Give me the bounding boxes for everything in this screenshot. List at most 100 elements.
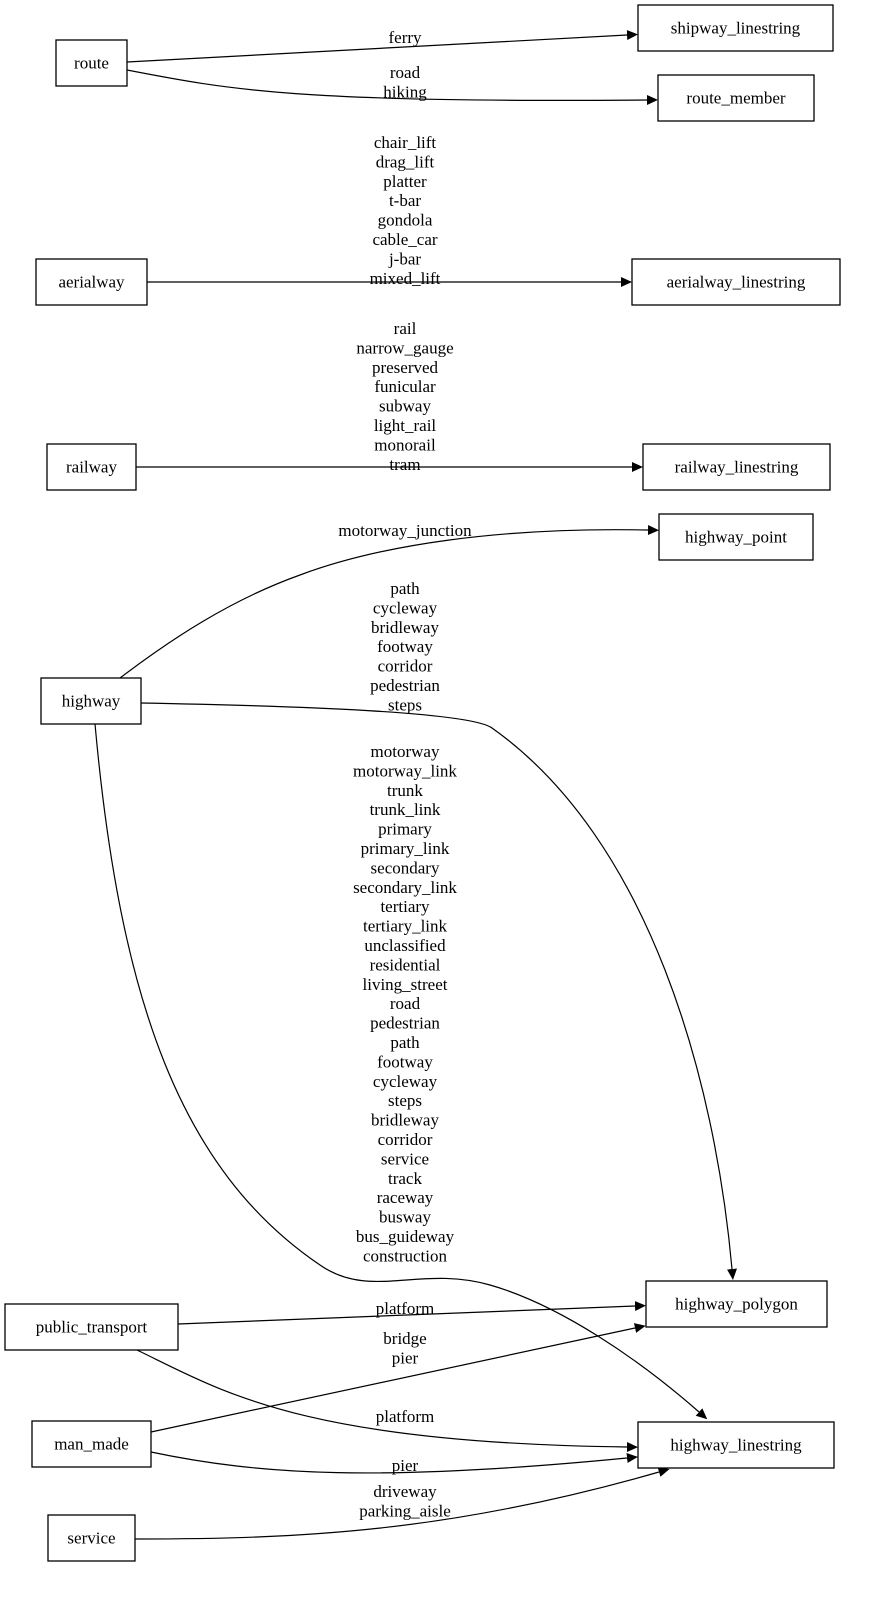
edge-label-line: secondary_link	[353, 878, 457, 897]
edge-label-line: hiking	[383, 82, 427, 101]
edge-highway-point	[119, 525, 659, 679]
edge-man-made-polygon	[150, 1323, 646, 1433]
edge-label-line: road	[390, 63, 421, 82]
node-highway-point: highway_point	[658, 513, 814, 561]
edge-label-line: raceway	[377, 1188, 434, 1207]
edge-label-line: cable_car	[372, 230, 437, 249]
edge-label-line: residential	[370, 955, 441, 974]
edge-label-line: cycleway	[373, 1072, 438, 1091]
svg-text:railway_linestring: railway_linestring	[675, 458, 799, 477]
edge-label-line: parking_aisle	[359, 1501, 451, 1520]
edge-label-line: construction	[363, 1246, 448, 1265]
edge-label-line: ferry	[388, 28, 422, 47]
edge-label-public-transport-to-highway-linestring: platform	[376, 1407, 435, 1426]
edge-label-aerialway-to-aerialway-linestring: chair_liftdrag_liftplattert-bargondolaca…	[370, 133, 441, 288]
svg-text:route_member: route_member	[686, 89, 785, 108]
node-service: service	[47, 1514, 136, 1562]
edge-label-line: primary_link	[361, 839, 450, 858]
svg-text:shipway_linestring: shipway_linestring	[671, 19, 801, 38]
edge-label-line: motorway_junction	[338, 521, 472, 540]
edge-label-line: driveway	[373, 1482, 437, 1501]
svg-text:service: service	[67, 1529, 115, 1548]
node-route: route	[55, 39, 128, 87]
edge-label-line: footway	[377, 1052, 433, 1071]
edge-label-line: motorway	[371, 742, 440, 761]
edge-label-highway-to-highway-linestring: motorwaymotorway_linktrunktrunk_linkprim…	[353, 742, 457, 1265]
svg-text:aerialway: aerialway	[58, 273, 125, 292]
edge-label-line: platform	[376, 1299, 435, 1318]
edge-label-line: bridge	[383, 1329, 426, 1348]
node-man-made: man_made	[31, 1420, 152, 1468]
edge-label-line: tertiary_link	[363, 917, 448, 936]
edge-route-shipway	[126, 30, 638, 63]
edge-label-line: funicular	[374, 377, 436, 396]
edge-label-route-to-shipway-linestring: ferry	[388, 28, 422, 47]
edge-highway-polygon	[140, 702, 737, 1280]
edge-label-line: steps	[388, 695, 422, 714]
edge-label-line: primary	[378, 820, 432, 839]
edge-label-line: bridleway	[371, 1111, 439, 1130]
edge-label-line: chair_lift	[374, 133, 437, 152]
edge-label-line: steps	[388, 1091, 422, 1110]
edge-label-highway-to-highway-point: motorway_junction	[338, 521, 472, 540]
edge-highway-linestring	[94, 723, 708, 1420]
edge-label-line: pedestrian	[370, 676, 440, 695]
svg-text:highway_point: highway_point	[685, 528, 787, 547]
node-highway-polygon: highway_polygon	[645, 1280, 828, 1328]
edge-route-route-member	[126, 69, 658, 105]
edge-label-line: corridor	[378, 1130, 433, 1149]
svg-text:highway_linestring: highway_linestring	[670, 1436, 802, 1455]
edge-label-line: rail	[394, 319, 417, 338]
edge-label-man-made-to-highway-linestring: pier	[392, 1456, 419, 1475]
edge-label-line: cycleway	[373, 598, 438, 617]
edge-label-line: corridor	[378, 657, 433, 676]
edge-label-line: trunk_link	[370, 800, 441, 819]
edge-label-line: service	[381, 1149, 429, 1168]
node-railway: railway	[46, 443, 137, 491]
edge-label-line: light_rail	[374, 416, 437, 435]
svg-text:aerialway_linestring: aerialway_linestring	[667, 273, 806, 292]
edge-label-line: tram	[389, 455, 420, 474]
svg-text:man_made: man_made	[54, 1435, 129, 1454]
edge-label-line: path	[390, 579, 420, 598]
edge-label-public-transport-to-highway-polygon: platform	[376, 1299, 435, 1318]
edge-label-line: subway	[379, 397, 431, 416]
edge-label-line: pedestrian	[370, 1014, 440, 1033]
edge-public-transport-polygon	[177, 1301, 646, 1325]
node-shipway-linestring: shipway_linestring	[637, 4, 834, 52]
edge-label-railway-to-railway-linestring: railnarrow_gaugepreservedfunicularsubway…	[356, 319, 453, 474]
edge-label-line: platter	[383, 172, 427, 191]
node-public-transport: public_transport	[4, 1303, 179, 1351]
edge-label-line: drag_lift	[376, 152, 435, 171]
node-aerialway-linestring: aerialway_linestring	[631, 258, 841, 306]
edge-label-line: bus_guideway	[356, 1227, 455, 1246]
svg-text:highway_polygon: highway_polygon	[675, 1295, 798, 1314]
edge-public-transport-linestring	[136, 1349, 638, 1452]
edge-label-line: preserved	[372, 358, 439, 377]
edge-label-line: living_street	[363, 975, 448, 994]
edge-label-line: t-bar	[389, 191, 421, 210]
edge-label-line: pier	[392, 1348, 419, 1367]
edge-label-line: j-bar	[388, 249, 421, 268]
edge-label-line: monorail	[374, 435, 436, 454]
edge-label-line: tertiary	[380, 897, 430, 916]
svg-text:highway: highway	[62, 692, 121, 711]
node-aerialway: aerialway	[35, 258, 148, 306]
edge-label-line: bridleway	[371, 618, 439, 637]
node-highway: highway	[40, 677, 142, 725]
edge-label-line: secondary	[371, 858, 440, 877]
edge-label-line: track	[388, 1169, 422, 1188]
edge-label-line: unclassified	[364, 936, 446, 955]
edge-label-line: footway	[377, 637, 433, 656]
edge-label-line: platform	[376, 1407, 435, 1426]
edge-label-line: trunk	[387, 781, 423, 800]
edge-label-line: narrow_gauge	[356, 338, 453, 357]
svg-text:railway: railway	[66, 458, 117, 477]
edge-label-line: mixed_lift	[370, 269, 441, 288]
edge-label-line: motorway_link	[353, 761, 457, 780]
edge-label-line: busway	[379, 1208, 431, 1227]
edge-man-made-linestring	[150, 1451, 638, 1474]
